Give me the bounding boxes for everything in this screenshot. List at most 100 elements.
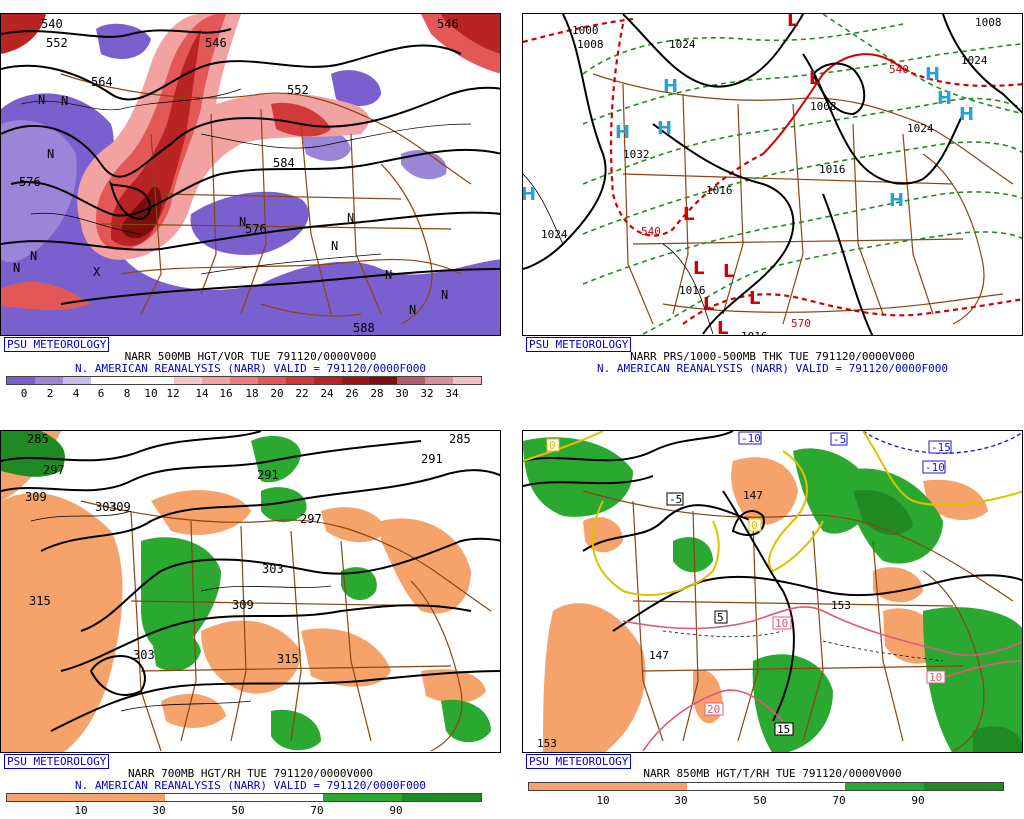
map-label: 576 (245, 222, 267, 236)
high-pressure-icon: H (663, 76, 678, 97)
contour-label: 291 (421, 452, 443, 466)
scale-label: 34 (445, 387, 459, 400)
map-label: N (239, 215, 246, 229)
psu-meteorology-badge: PSU METEOROLOGY (526, 754, 632, 769)
map-700mb-rh: 285 297 309 303 309 291 297 303 309 315 … (0, 430, 501, 753)
contour-label: 315 (277, 652, 299, 666)
contour-label: 285 (449, 432, 471, 446)
isobar-label: 1016 (679, 284, 706, 297)
isobar-label: 1032 (623, 148, 650, 161)
scale-label: 90 (911, 794, 925, 807)
map-label: 540 (41, 17, 63, 31)
map-label: 552 (46, 36, 68, 50)
scale-label: 24 (320, 387, 334, 400)
panel-subtitle: N. AMERICAN REANALYSIS (NARR) VALID = 79… (75, 362, 426, 375)
scale-label: 30 (152, 804, 166, 817)
map-500mb-vorticity: 540 552 546 564 552 546 584 576 576 588 … (0, 13, 501, 336)
isobar-label: 1024 (907, 122, 934, 135)
scale-label: 22 (295, 387, 309, 400)
temp-label: 0 (549, 439, 556, 452)
contour-label: 303 (95, 500, 117, 514)
panel-sea-level-pressure-thickness: 1024 1008 1032 1016 1024 1016 1024 1016 … (522, 13, 1023, 399)
vorticity-color-scale (6, 376, 482, 385)
psu-meteorology-badge: PSU METEOROLOGY (4, 337, 110, 352)
temp-label: 10 (929, 671, 942, 684)
temp-label: 10 (775, 617, 788, 630)
scale-label: 30 (395, 387, 409, 400)
high-pressure-icon: H (615, 122, 630, 143)
map-label: N (347, 211, 354, 225)
contour-label: 291 (257, 468, 279, 482)
map-label: N (47, 147, 54, 161)
temp-label: 20 (707, 703, 720, 716)
isobar-label: 1016 (741, 330, 768, 336)
vorticity-map-graphic: 540 552 546 564 552 546 584 576 576 588 … (1, 14, 500, 335)
low-pressure-icon: L (683, 204, 694, 225)
scale-label: 20 (270, 387, 284, 400)
psu-meteorology-badge: PSU METEOROLOGY (4, 754, 110, 769)
temp-label: 0 (751, 519, 758, 532)
high-pressure-icon: H (657, 118, 672, 139)
isobar-label: 1024 (961, 54, 988, 67)
map-850mb-t-rh: -10 -5 -15 -10 -5 147 153 147 153 5 10 1… (522, 430, 1023, 753)
map-pressure-thickness: 1024 1008 1032 1016 1024 1016 1024 1016 … (522, 13, 1023, 336)
contour-label: 309 (25, 490, 47, 504)
scale-label: 26 (345, 387, 359, 400)
temp-label: 5 (717, 611, 724, 624)
scale-label: 90 (389, 804, 403, 817)
map-label: N (385, 268, 392, 282)
rh850-scale-labels: 10 30 50 70 90 (522, 794, 1023, 807)
scale-label: 10 (74, 804, 88, 817)
temp-label: -15 (931, 441, 951, 454)
panel-subtitle: N. AMERICAN REANALYSIS (NARR) VALID = 79… (75, 779, 426, 792)
panel-title: NARR 850MB HGT/T/RH TUE 791120/0000V000 (643, 767, 902, 780)
high-pressure-icon: H (959, 104, 974, 125)
map-label: N (13, 261, 20, 275)
contour-label: 147 (649, 649, 669, 662)
low-pressure-icon: L (787, 14, 798, 31)
map-label: N (38, 93, 45, 107)
high-pressure-icon: H (925, 64, 940, 85)
map-label: 552 (287, 83, 309, 97)
panel-title: NARR 700MB HGT/RH TUE 791120/0000V000 (127, 767, 374, 780)
map-label: N (331, 239, 338, 253)
high-pressure-icon: H (937, 88, 952, 109)
rh850-map-graphic: -10 -5 -15 -10 -5 147 153 147 153 5 10 1… (523, 431, 1022, 752)
low-pressure-icon: L (693, 258, 704, 279)
isobar-label: 1008 (975, 16, 1002, 29)
isobar-label: 1024 (669, 38, 696, 51)
scale-label: 14 (195, 387, 209, 400)
temp-label: -5 (833, 433, 846, 446)
rh850-color-scale (528, 782, 1004, 791)
scale-label: 50 (753, 794, 767, 807)
thickness-label: 540 (641, 225, 661, 238)
scale-label: 28 (370, 387, 384, 400)
low-pressure-icon: L (717, 318, 728, 336)
contour-label: 153 (831, 599, 851, 612)
scale-label: 70 (832, 794, 846, 807)
scale-label: 6 (97, 387, 105, 400)
map-label: N (441, 288, 448, 302)
temp-label: -10 (741, 432, 761, 445)
pressure-map-graphic: 1024 1008 1032 1016 1024 1016 1024 1016 … (523, 14, 1022, 336)
contour-label: 285 (27, 432, 49, 446)
scale-label: 4 (72, 387, 80, 400)
contour-label: 297 (300, 512, 322, 526)
temp-label: -10 (925, 461, 945, 474)
thickness-label: 540 (889, 63, 909, 76)
rh-color-scale (6, 793, 482, 802)
scale-label: 8 (123, 387, 131, 400)
map-label: 546 (205, 36, 227, 50)
scale-label: 12 (166, 387, 180, 400)
low-pressure-icon: L (703, 294, 714, 315)
contour-label: 297 (43, 463, 65, 477)
scale-label: 30 (674, 794, 688, 807)
map-label: X (93, 265, 101, 279)
high-pressure-icon: H (523, 184, 536, 205)
map-label: N (30, 249, 37, 263)
map-label: N (409, 303, 416, 317)
temp-label: -5 (669, 493, 682, 506)
panel-500mb-vorticity: 540 552 546 564 552 546 584 576 576 588 … (0, 13, 501, 400)
rh700-map-graphic: 285 297 309 303 309 291 297 303 309 315 … (1, 431, 500, 752)
scale-label: 0 (20, 387, 28, 400)
